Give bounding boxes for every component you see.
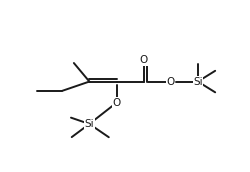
Text: O: O (112, 98, 120, 108)
Text: Si: Si (193, 77, 203, 87)
Text: O: O (166, 77, 175, 87)
Text: O: O (140, 55, 148, 65)
Text: Si: Si (84, 119, 94, 129)
